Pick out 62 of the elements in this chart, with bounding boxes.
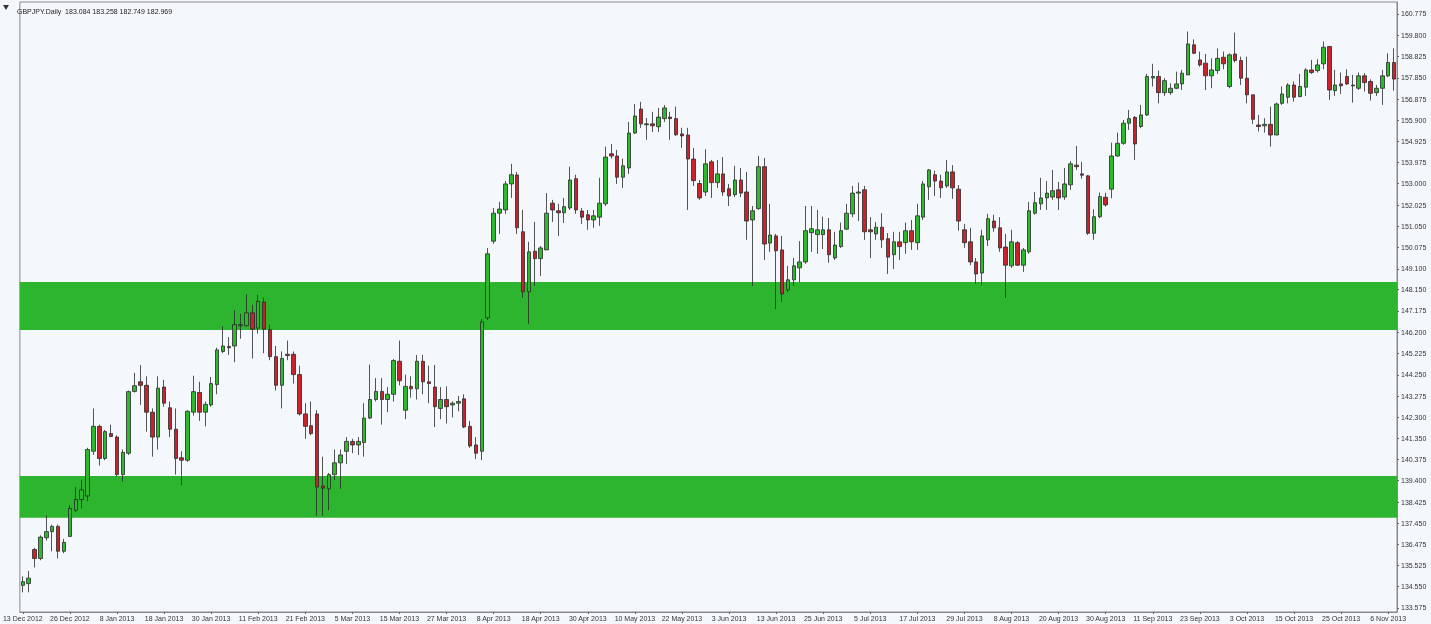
candlestick <box>1292 81 1296 102</box>
candlestick <box>1245 56 1249 104</box>
candlestick <box>1251 94 1255 125</box>
candlestick <box>62 538 66 554</box>
candlestick <box>315 409 319 517</box>
candlestick <box>680 127 684 149</box>
candlestick <box>1080 161 1084 180</box>
candlestick <box>956 184 961 232</box>
candlestick <box>939 174 943 199</box>
candlestick <box>674 106 678 137</box>
candlestick <box>986 213 990 247</box>
candlestick <box>621 158 625 189</box>
candlestick <box>521 209 525 299</box>
candlestick <box>1192 38 1196 55</box>
candlestick <box>886 232 890 275</box>
candlestick <box>992 214 996 233</box>
candlestick <box>1139 104 1143 129</box>
candlestick <box>733 165 737 198</box>
candlestick <box>56 524 60 559</box>
candlestick <box>727 183 731 207</box>
candlestick <box>1086 174 1090 236</box>
candlestick <box>215 347 219 395</box>
candlestick <box>568 166 572 211</box>
candlestick <box>468 420 472 449</box>
candlestick <box>627 121 631 175</box>
candlestick <box>1239 56 1243 86</box>
candlestick <box>933 170 937 197</box>
candlestick <box>374 377 378 402</box>
candlestick <box>1133 115 1137 161</box>
candlestick <box>1286 82 1290 104</box>
candlestick <box>415 354 419 400</box>
candlestick <box>580 207 584 225</box>
candlestick <box>368 364 372 420</box>
candlestick <box>633 103 637 135</box>
candlestick <box>1033 191 1037 216</box>
candlestick <box>827 217 831 264</box>
candlestick <box>839 222 843 249</box>
candlestick <box>1186 31 1190 76</box>
candlestick <box>474 436 478 460</box>
candlestick <box>1298 73 1302 98</box>
candlestick <box>421 354 425 395</box>
candlestick <box>927 168 931 201</box>
candlestick <box>774 233 778 310</box>
candlestick <box>168 401 172 438</box>
candlestick <box>274 345 278 391</box>
candlestick <box>109 424 113 438</box>
candlestick <box>162 379 166 408</box>
candlestick <box>262 297 266 354</box>
candlestick <box>1339 72 1343 95</box>
candlestick <box>115 434 119 477</box>
candlestick <box>1092 208 1096 241</box>
candlestick <box>574 174 578 215</box>
candlestick <box>780 235 784 303</box>
candlestick <box>1039 177 1043 211</box>
candlestick <box>321 456 325 517</box>
candlestick <box>1345 68 1349 86</box>
candlestick <box>268 324 272 361</box>
candlestick <box>1145 73 1149 117</box>
candlestick <box>280 351 284 409</box>
candlestick <box>833 231 837 261</box>
candlestick <box>427 365 431 404</box>
candlestick <box>880 212 884 249</box>
